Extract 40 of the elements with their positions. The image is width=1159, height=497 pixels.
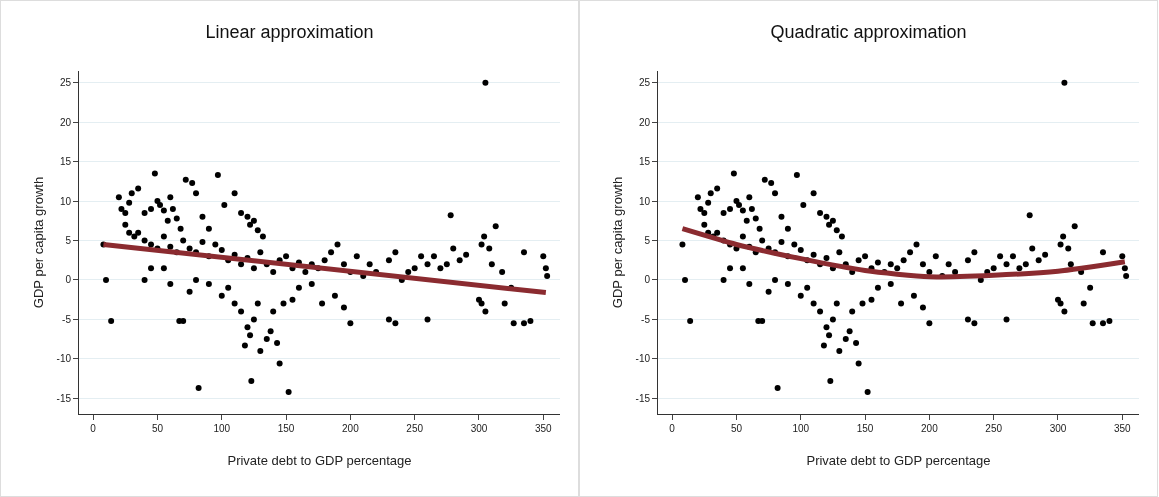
y-tick-label: 25 [638,77,651,89]
y-tick-label: 10 [638,195,651,207]
y-tick-label: 0 [644,274,651,286]
y-tick-label: 15 [59,156,72,168]
chart-title: Quadratic approximation [770,22,967,43]
x-tick-label: 200 [342,423,360,434]
x-tick-label: 300 [1049,423,1067,434]
y-axis-title: GDP per capita growth [31,176,46,309]
y-axis-title: GDP per capita growth [610,176,625,309]
x-tick-label: 350 [1113,423,1132,434]
x-tick-label: 150 [277,423,295,434]
x-tick-label: 100 [213,423,231,434]
x-tick-label: 350 [534,423,553,434]
y-tick-label: -10 [635,353,651,365]
y-tick-label: -15 [56,392,72,404]
x-tick-label: 0 [669,423,676,434]
x-tick-label: 100 [792,423,810,434]
chart-title: Linear approximation [205,22,374,43]
y-tick-label: 5 [644,235,651,247]
y-tick-label: -15 [635,392,651,404]
x-tick-label: 150 [856,423,874,434]
y-tick-label: 20 [59,116,72,128]
y-tick-label: -5 [62,313,72,325]
x-tick-label: 250 [406,423,424,434]
x-axis-title: Private debt to GDP percentage [227,452,412,468]
y-tick-label: 10 [59,195,72,207]
x-tick-label: 0 [90,423,97,434]
y-tick-label: 0 [65,274,72,286]
x-tick-label: 50 [151,423,164,434]
x-tick-label: 250 [985,423,1003,434]
y-tick-label: 15 [638,156,651,168]
x-tick-label: 50 [730,423,743,434]
y-tick-label: -5 [641,313,651,325]
x-tick-label: 300 [470,423,488,434]
y-tick-label: -10 [56,353,72,365]
y-tick-label: 5 [65,235,72,247]
x-axis-title: Private debt to GDP percentage [806,452,991,468]
x-tick-label: 200 [921,423,939,434]
y-tick-label: 25 [59,77,72,89]
y-tick-label: 20 [638,116,651,128]
